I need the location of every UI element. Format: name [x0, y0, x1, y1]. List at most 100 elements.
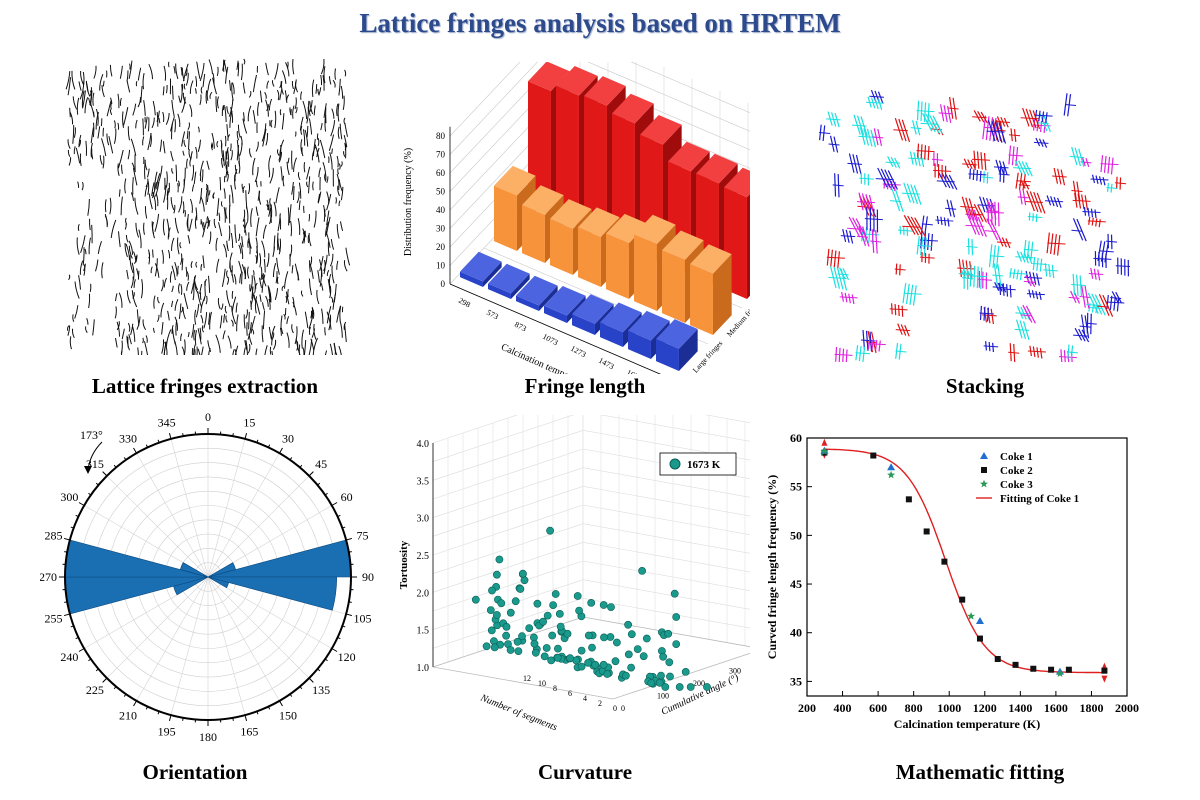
bar-front: [556, 85, 579, 227]
fringe-line: [248, 90, 252, 98]
stack-fringe: [1094, 294, 1106, 316]
fringe-line: [169, 271, 173, 283]
y-tick-label: 40: [790, 626, 802, 640]
bar-front: [460, 271, 483, 287]
legend-label: Fitting of Coke 1: [1000, 493, 1079, 505]
stack-fringe: [837, 251, 840, 268]
data-point: [549, 601, 557, 609]
fringe-stack: [916, 143, 935, 161]
tick-mark: [95, 482, 99, 486]
fringe-line: [186, 271, 189, 281]
angle-label: 225: [86, 683, 104, 697]
data-point: [1030, 665, 1037, 672]
data-point: [638, 566, 646, 575]
fringe-line: [255, 217, 260, 237]
stack-connector: [898, 229, 913, 232]
data-point: [606, 633, 615, 641]
fringe-line: [84, 97, 89, 114]
fringe-line: [195, 207, 198, 221]
stack-connector: [908, 157, 927, 160]
fringe-line: [343, 321, 347, 330]
fringe-line: [260, 266, 263, 281]
tick-mark: [95, 668, 99, 672]
fringe-line: [142, 319, 147, 331]
stack-fringe: [1116, 297, 1120, 312]
fringe-line: [278, 144, 282, 161]
fringe-line: [332, 79, 336, 88]
fringe-line: [167, 310, 170, 321]
fringe-line: [228, 225, 231, 241]
fringe-line: [330, 296, 334, 303]
fringe-stack: [832, 173, 844, 198]
fringe-line: [194, 349, 196, 355]
fringe-line: [343, 117, 346, 125]
fringe-line: [171, 100, 175, 117]
fringe-line: [339, 123, 343, 140]
x-axis-label: Calcination temperature (K): [499, 342, 606, 374]
fringe-stack: [855, 345, 871, 362]
grid-spoke: [207, 576, 310, 679]
stack-fringe: [827, 111, 833, 126]
bar-top: [488, 263, 530, 294]
tick-mark: [133, 447, 137, 454]
tick-mark: [70, 625, 74, 628]
fringe-line: [230, 270, 234, 283]
fringe-line: [109, 64, 113, 77]
stack-connector: [998, 173, 1010, 176]
fringe-line: [220, 201, 223, 207]
fringe-line: [181, 96, 186, 113]
fringe-line: [177, 237, 180, 255]
grid-spoke: [207, 453, 280, 578]
fringe-line: [248, 232, 252, 249]
tick-mark: [331, 648, 338, 652]
grid-line: [582, 542, 750, 573]
fringe-line: [144, 206, 148, 219]
fringe-line: [131, 162, 135, 171]
fringe-line: [276, 257, 280, 275]
data-point: [548, 631, 557, 640]
fringe-line: [88, 237, 91, 255]
data-point: [642, 634, 651, 643]
fringe-line: [298, 182, 302, 199]
data-point: [975, 617, 984, 625]
angle-label: 165: [240, 725, 258, 739]
fringe-line: [330, 238, 335, 250]
stack-fringe: [992, 342, 994, 353]
z-tick-label: 1.0: [417, 663, 430, 674]
fringe-line: [89, 218, 91, 231]
tick-mark: [337, 514, 341, 518]
stack-connector: [851, 124, 867, 127]
fringe-line: [128, 245, 133, 259]
data-point: [1012, 661, 1019, 668]
fringe-stack: [910, 120, 922, 136]
fringe-line: [268, 98, 273, 111]
bar: [690, 244, 732, 335]
fringe-line: [226, 244, 229, 252]
fringe-line: [247, 183, 251, 195]
fringe-line: [171, 237, 175, 252]
fringe-line: [223, 314, 226, 323]
y-tick-label: 70: [436, 150, 446, 160]
stack-fringe: [1045, 112, 1048, 123]
data-point: [686, 683, 695, 691]
fringe-stack: [1008, 343, 1020, 362]
fringe-line: [138, 229, 142, 249]
grid-line: [582, 598, 750, 629]
fringe-line: [88, 293, 91, 309]
bar-front: [550, 218, 573, 275]
fringe-line: [140, 85, 143, 103]
fringe-line: [314, 144, 320, 163]
fringe-line: [171, 324, 174, 334]
fringe-line: [255, 298, 261, 315]
data-point: [600, 633, 608, 642]
fringe-line: [226, 106, 229, 115]
fringe-line: [286, 316, 290, 324]
data-point: [980, 452, 988, 459]
fringe-line: [75, 147, 81, 164]
fringe-line: [279, 109, 282, 116]
fringe-line: [220, 139, 223, 149]
fringe-line: [128, 334, 132, 345]
stack-fringe: [979, 170, 982, 182]
fringe-line: [338, 78, 341, 96]
bar-front: [578, 227, 601, 287]
